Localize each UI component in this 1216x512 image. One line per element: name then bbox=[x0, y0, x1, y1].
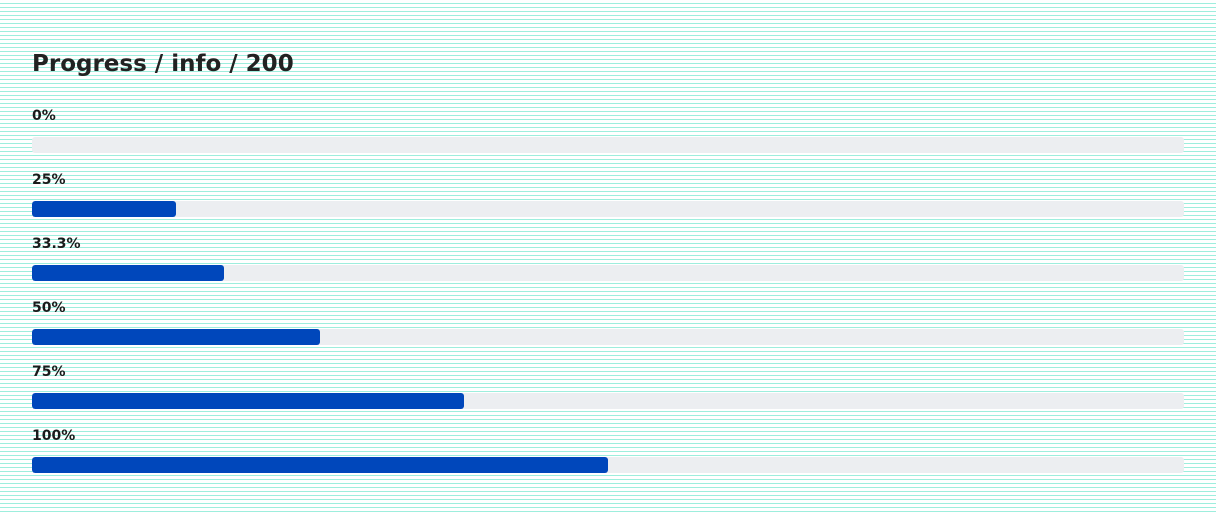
progress-list: 0% 25% 33.3% 50% 75% 100% bbox=[32, 105, 1184, 489]
progress-fill bbox=[32, 265, 225, 281]
progress-label: 33.3% bbox=[32, 236, 81, 252]
progress-track bbox=[32, 265, 1184, 281]
progress-label: 0% bbox=[32, 108, 56, 124]
progress-fill bbox=[32, 393, 464, 409]
progress-track bbox=[32, 137, 1184, 153]
progress-item: 0% bbox=[32, 105, 1184, 169]
progress-item: 50% bbox=[32, 297, 1184, 361]
progress-track bbox=[32, 201, 1184, 217]
progress-track bbox=[32, 457, 1184, 473]
progress-fill bbox=[32, 329, 320, 345]
progress-track bbox=[32, 393, 1184, 409]
progress-label: 75% bbox=[32, 364, 66, 380]
progress-label: 25% bbox=[32, 172, 66, 188]
page-title: Progress / info / 200 bbox=[32, 51, 294, 77]
progress-item: 33.3% bbox=[32, 233, 1184, 297]
progress-fill bbox=[32, 457, 608, 473]
progress-track bbox=[32, 329, 1184, 345]
progress-item: 100% bbox=[32, 425, 1184, 489]
progress-label: 50% bbox=[32, 300, 66, 316]
progress-label: 100% bbox=[32, 428, 76, 444]
progress-item: 75% bbox=[32, 361, 1184, 425]
progress-fill bbox=[32, 201, 176, 217]
progress-item: 25% bbox=[32, 169, 1184, 233]
